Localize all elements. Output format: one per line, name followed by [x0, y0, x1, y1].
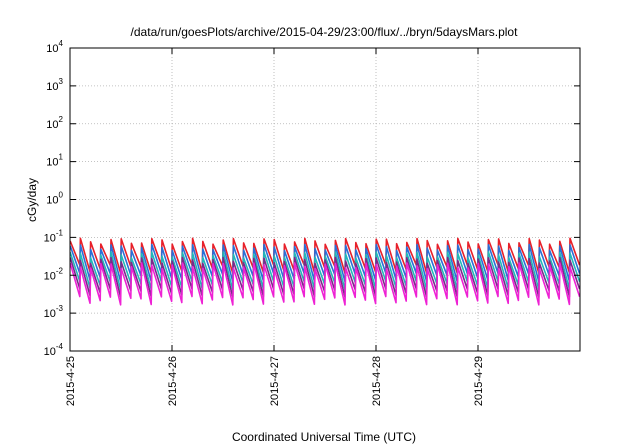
- y-tick-label: 10-1: [44, 228, 64, 244]
- x-tick-label: 2015-4-27: [269, 356, 281, 406]
- y-tick-label: 103: [46, 77, 63, 93]
- x-tick-label: 2015-4-25: [65, 356, 77, 406]
- y-axis-ticks: 10-4 10-3 10-2 10-1 100 101 102 103 104: [44, 39, 580, 358]
- grid-lines: [70, 48, 580, 351]
- y-tick-label: 101: [46, 153, 63, 169]
- y-tick-label: 10-4: [44, 342, 64, 358]
- y-tick-label: 10-2: [44, 266, 64, 282]
- x-tick-label: 2015-4-28: [371, 356, 383, 406]
- series-group: [69, 237, 581, 306]
- x-axis-ticks: 2015-4-25 2015-4-26 2015-4-27 2015-4-28 2015…: [65, 48, 485, 406]
- series-line: [69, 262, 581, 306]
- chart-title: /data/run/goesPlots/archive/2015-04-29/2…: [131, 25, 519, 39]
- y-axis-label: cGy/day: [25, 178, 39, 222]
- x-tick-label: 2015-4-26: [167, 356, 179, 406]
- x-tick-label: 2015-4-29: [473, 356, 485, 406]
- y-tick-label: 100: [46, 191, 63, 207]
- x-axis-label: Coordinated Universal Time (UTC): [232, 430, 416, 444]
- y-tick-label: 10-3: [44, 304, 64, 320]
- y-tick-label: 102: [46, 115, 63, 131]
- y-tick-label: 104: [46, 39, 63, 55]
